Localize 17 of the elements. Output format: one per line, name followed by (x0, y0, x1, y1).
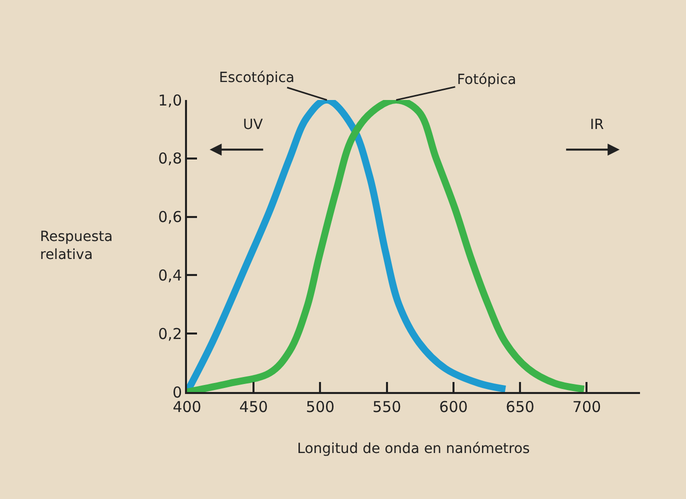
annotation: Fotópica (457, 72, 516, 88)
y-tick-label: 0,4 (158, 266, 182, 284)
x-tick-label: 650 (506, 398, 534, 416)
x-tick-label: 500 (306, 398, 335, 416)
x-tick-label: 600 (439, 398, 468, 416)
x-tick-label: 700 (572, 398, 602, 416)
x-axis-title: Longitud de onda en nanómetros (297, 440, 530, 457)
y-axis-title: Respuesta relativa (40, 229, 113, 264)
annotation: IR (590, 117, 604, 133)
y-tick-label: 0,8 (158, 150, 182, 168)
y-tick-label: 1,0 (158, 91, 182, 110)
x-tick-label: 450 (239, 398, 268, 416)
y-tick-label: 0,2 (158, 324, 182, 343)
y-tick-label: 0,6 (158, 208, 182, 226)
annotation: UV (243, 117, 264, 133)
x-tick-label: 550 (372, 398, 402, 416)
annotation: Escotópica (219, 70, 295, 86)
